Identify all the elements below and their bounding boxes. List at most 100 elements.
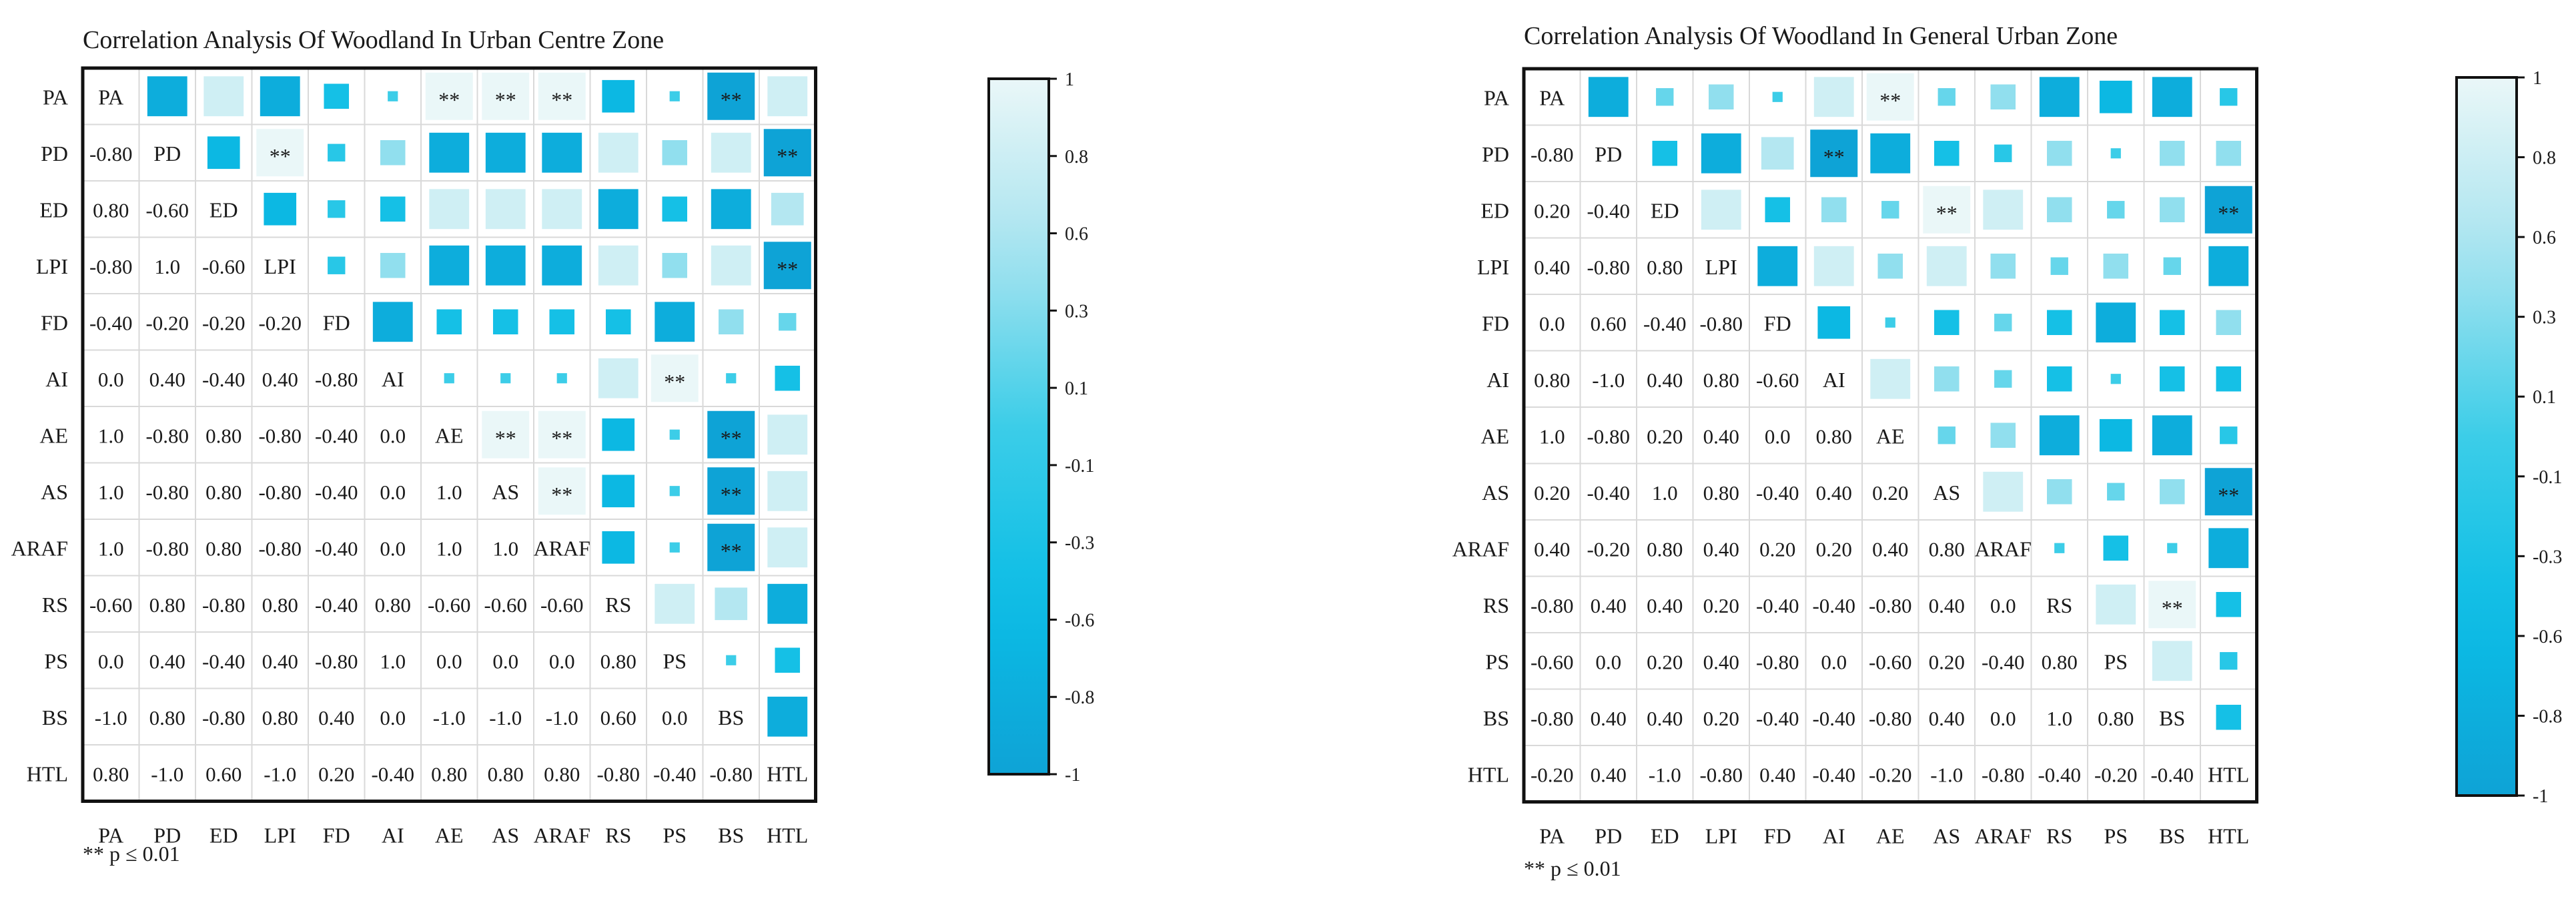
diagonal-label: LPI — [1705, 255, 1737, 279]
correlation-value-label: -0.20 — [1531, 763, 1574, 786]
grid-frame — [81, 66, 817, 803]
correlation-value-label: -0.80 — [1756, 650, 1799, 673]
correlation-square — [1810, 129, 1858, 178]
row-tick-label: ED — [39, 198, 68, 222]
correlation-square — [1877, 253, 1903, 279]
correlation-square — [2096, 302, 2136, 343]
correlation-value-label: 1.0 — [436, 481, 462, 504]
column-tick-label: PA — [1539, 824, 1565, 848]
column-tick-label: LPI — [264, 824, 296, 848]
correlation-value-label: -0.20 — [1869, 763, 1912, 786]
significance-marker: ** — [777, 257, 798, 281]
correlation-value-label: -0.40 — [1982, 650, 2025, 673]
correlation-value-label: 0.80 — [93, 762, 129, 786]
correlation-square — [1934, 140, 1960, 166]
correlation-square — [2159, 366, 2185, 392]
correlation-value-label: 0.80 — [1703, 368, 1739, 392]
correlation-square — [1938, 426, 1956, 444]
correlation-value-label: -0.80 — [202, 706, 246, 729]
correlation-value-label: -0.40 — [371, 762, 414, 786]
diagonal-label: HTL — [2208, 762, 2249, 786]
correlation-square — [2046, 479, 2072, 505]
correlation-value-label: -0.40 — [1756, 707, 1799, 730]
correlation-square — [542, 189, 582, 230]
correlation-square — [492, 309, 518, 335]
colorbar — [987, 77, 1050, 776]
significance-marker: ** — [1879, 88, 1901, 112]
correlation-value-label: 0.80 — [375, 593, 411, 617]
correlation-square — [260, 76, 300, 117]
correlation-square — [707, 523, 755, 571]
correlation-value-label: 0.0 — [1595, 650, 1621, 673]
correlation-square — [2103, 535, 2129, 561]
correlation-value-label: 0.0 — [380, 706, 406, 729]
correlation-square — [711, 245, 751, 286]
correlation-square — [538, 467, 586, 515]
significance-marker: ** — [721, 539, 742, 563]
significance-marker: ** — [721, 87, 742, 111]
correlation-square — [1885, 317, 1895, 328]
column-tick-label: PD — [1595, 824, 1622, 848]
correlation-square — [556, 373, 567, 384]
row-tick-label: PS — [44, 649, 68, 673]
correlation-value-label: -1.0 — [489, 706, 522, 729]
correlation-square — [669, 542, 680, 553]
correlation-value-label: -0.80 — [1587, 256, 1630, 279]
correlation-value-label: 0.0 — [1990, 707, 2016, 730]
significance-marker: ** — [551, 87, 572, 111]
correlation-value-label: -0.80 — [1531, 707, 1574, 730]
column-tick-label: RS — [2046, 824, 2072, 848]
correlation-value-label: -0.80 — [1869, 707, 1912, 730]
colorbar-tick-label: -0.8 — [1065, 687, 1094, 708]
correlation-value-label: 1.0 — [380, 649, 406, 673]
correlation-value-label: -0.80 — [145, 537, 189, 560]
row-tick-label: PD — [1482, 142, 1509, 166]
correlation-square — [1994, 370, 2012, 388]
correlation-value-label: 1.0 — [436, 537, 462, 560]
correlation-value-label: -0.40 — [1587, 481, 1630, 505]
diagonal-label: PD — [1595, 142, 1622, 166]
correlation-square — [429, 189, 470, 230]
correlation-square — [669, 486, 680, 497]
correlation-square — [767, 583, 808, 624]
column-tick-label: ARAF — [534, 824, 590, 848]
correlation-square — [372, 302, 413, 342]
column-tick-label: PD — [153, 824, 181, 848]
correlation-value-label: -0.80 — [1869, 594, 1912, 617]
significance-marker: ** — [551, 483, 572, 507]
correlation-value-label: -0.60 — [484, 593, 527, 617]
correlation-square — [2152, 641, 2192, 681]
diagonal-label: BS — [718, 705, 744, 729]
grid-background — [1524, 69, 2257, 802]
column-tick-label: ED — [209, 824, 238, 848]
correlation-square — [669, 429, 680, 440]
correlation-value-label: -0.80 — [1699, 763, 1743, 786]
significance-marker: ** — [551, 426, 572, 450]
column-tick-label: RS — [605, 824, 631, 848]
colorbar-tick-label: -0.1 — [1065, 456, 1094, 477]
correlation-value-label: 0.0 — [662, 706, 688, 729]
correlation-square — [2216, 704, 2242, 730]
correlation-square — [1765, 197, 1791, 223]
row-tick-label: LPI — [36, 254, 68, 278]
correlation-square — [549, 309, 575, 335]
correlation-square — [2152, 415, 2192, 456]
correlation-square — [1701, 190, 1741, 230]
correlation-square — [2103, 253, 2129, 279]
correlation-square — [1881, 201, 1899, 219]
correlation-value-label: 0.80 — [93, 198, 129, 222]
correlation-value-label: -0.60 — [1869, 650, 1912, 673]
correlation-square — [1983, 190, 2024, 230]
correlation-value-label: 0.80 — [1929, 537, 1965, 561]
correlation-square — [2046, 366, 2072, 392]
correlation-value-label: -0.80 — [1982, 763, 2025, 786]
row-tick-label: AE — [1480, 424, 1509, 448]
correlation-square — [2050, 257, 2068, 275]
diagonal-label: ARAF — [534, 536, 590, 560]
correlation-value-label: 0.0 — [549, 649, 575, 673]
correlation-square — [2159, 197, 2185, 223]
correlation-square — [1983, 471, 2024, 512]
correlation-value-label: 1.0 — [98, 424, 124, 447]
correlation-square — [598, 358, 638, 398]
correlation-square — [655, 302, 695, 342]
